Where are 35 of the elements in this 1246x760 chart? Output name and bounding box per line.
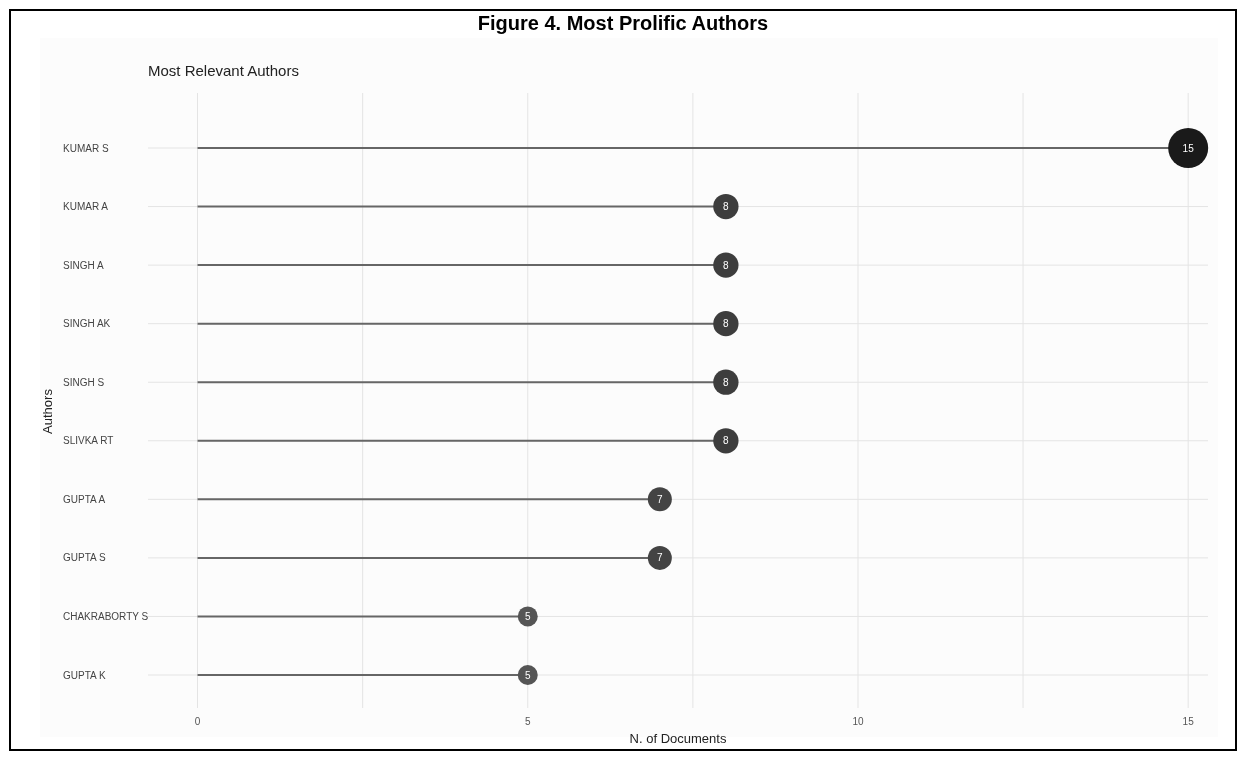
y-tick-label: GUPTA S: [63, 552, 106, 564]
y-tick-label: SINGH A: [63, 259, 104, 271]
y-tick-label: GUPTA A: [63, 493, 106, 505]
y-tick-label: SINGH S: [63, 376, 105, 388]
y-tick-label: SINGH AK: [63, 318, 111, 330]
x-axis-title: N. of Documents: [629, 731, 727, 746]
point: [713, 252, 739, 278]
point: [713, 193, 739, 220]
data-label: 5: [524, 669, 531, 681]
chart-subtitle: Most Relevant Authors: [148, 62, 299, 79]
y-tick-label: CHAKRABORTY S: [63, 610, 149, 622]
chart-title: Figure 4. Most Prolific Authors: [477, 12, 769, 34]
data-label: 7: [657, 493, 664, 505]
y-tick-label: KUMAR A: [63, 201, 109, 213]
y-tick-label: KUMAR S: [63, 142, 109, 154]
data-label: 15: [1182, 142, 1195, 154]
data-label: 5: [524, 610, 531, 622]
y-tick-label: SLIVKA RT: [63, 435, 114, 447]
data-label: 8: [723, 435, 730, 447]
x-tick-label: 5: [524, 716, 531, 727]
data-label: 8: [723, 201, 730, 213]
x-tick-label: 15: [1182, 716, 1195, 727]
point: [713, 369, 739, 395]
x-tick-label: 0: [194, 716, 201, 727]
point: [647, 487, 672, 512]
data-label: 8: [723, 376, 730, 388]
data-label: 8: [723, 318, 730, 330]
x-tick-label: 10: [852, 716, 864, 727]
data-label: 8: [723, 259, 730, 271]
y-tick-label: GUPTA K: [63, 669, 106, 681]
point: [647, 545, 672, 570]
data-label: 7: [657, 552, 664, 564]
y-axis-title: Authors: [40, 388, 55, 434]
point: [713, 311, 739, 337]
point: [713, 428, 739, 454]
